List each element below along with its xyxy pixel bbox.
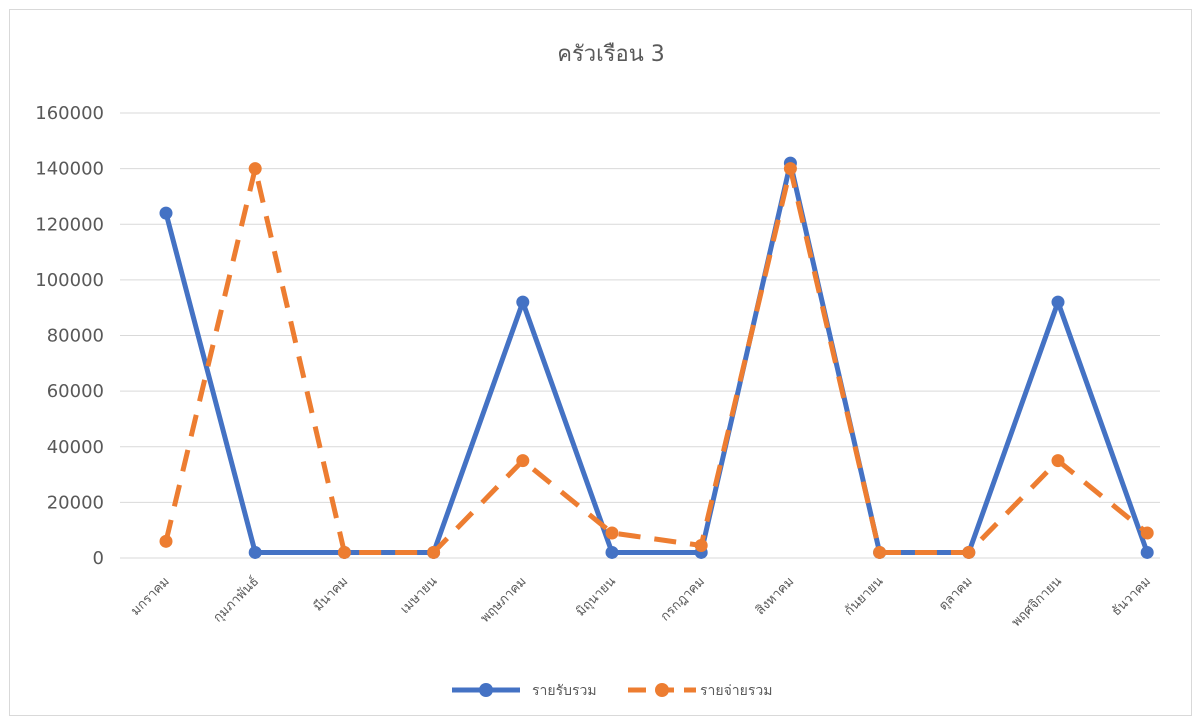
data-point [516,454,529,467]
data-point [606,546,619,559]
y-tick-label: 160000 [35,103,104,124]
y-axis-ticks: 0 20000 40000 60000 80000 100000 120000 140000 1… [35,103,104,569]
y-tick-label: 20000 [47,492,104,513]
data-point [338,546,351,559]
x-tick-label: สิงหาคม [753,574,797,618]
data-point [1052,454,1065,467]
y-tick-label: 100000 [35,270,104,291]
data-point [1141,526,1154,539]
data-point [606,526,619,539]
x-tick-label: ธันวาคม [1109,574,1154,619]
legend-label: รายจ่ายรวม [700,683,772,699]
data-point [962,546,975,559]
data-point [249,546,262,559]
data-point [873,546,886,559]
y-tick-label: 60000 [47,381,104,402]
data-point [1141,546,1154,559]
y-tick-label: 140000 [35,159,104,180]
data-point [160,535,173,548]
data-point [695,539,708,552]
y-tick-label: 120000 [35,214,104,235]
legend-marker [655,683,669,697]
x-tick-label: ตุลาคม [936,574,976,614]
y-tick-label: 40000 [47,437,104,458]
series-lines [160,157,1154,559]
x-tick-label: พฤษภาคม [478,574,530,626]
x-axis-ticks: มกราคม กุมภาพันธ์ มีนาคม เมษายน พฤษภาคม มิถุน… [128,574,1154,631]
legend-label: รายรับรวม [532,683,597,699]
series-line-1 [166,169,1147,553]
data-point [1052,296,1065,309]
x-tick-label: พฤศจิกายน [1009,574,1065,630]
data-point [516,296,529,309]
x-tick-label: กันยายน [842,574,887,619]
x-tick-label: กรกฎาคม [658,574,708,624]
data-point [160,207,173,220]
data-point [249,162,262,175]
data-point [427,546,440,559]
gridlines [120,113,1160,558]
series-line-0 [166,163,1147,552]
x-tick-label: กุมภาพันธ์ [210,574,262,626]
y-tick-label: 80000 [47,326,104,347]
legend: รายรับรวม รายจ่ายรวม [452,683,772,699]
data-point [784,162,797,175]
x-tick-label: เมษายน [398,574,441,617]
x-tick-label: มิถุนายน [573,574,618,619]
x-tick-label: มีนาคม [310,574,351,615]
y-tick-label: 0 [93,548,104,569]
x-tick-label: มกราคม [128,574,173,619]
chart-title: ครัวเรือน 3 [557,42,664,67]
legend-marker [479,683,493,697]
